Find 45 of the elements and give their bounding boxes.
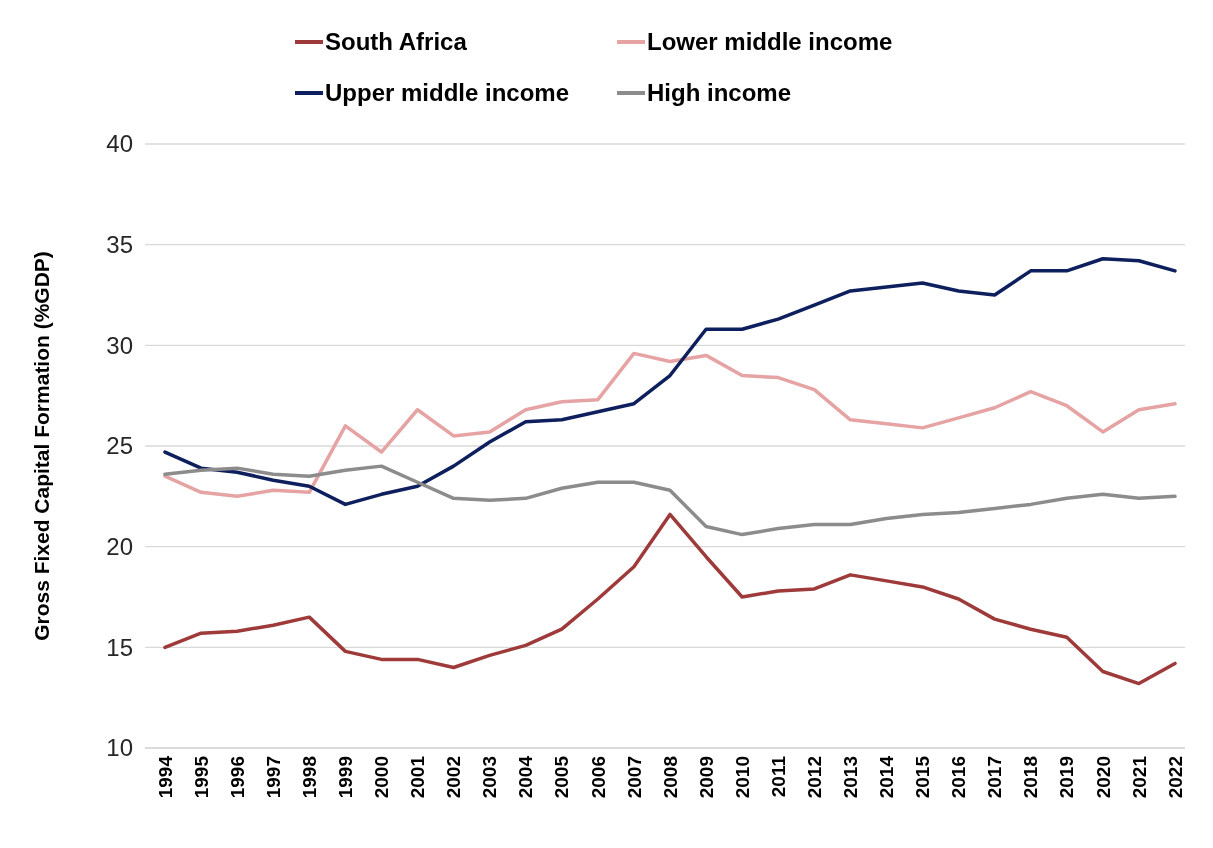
x-tick-label: 2015 [912,755,934,799]
y-tick-label: 40 [106,130,133,158]
x-tick-label: 1996 [226,756,248,799]
legend-label: Lower middle income [647,28,893,56]
x-tick-label: 2002 [443,756,465,799]
y-tick-label: 35 [106,231,133,259]
x-tick-label: 2001 [407,755,429,799]
line-series [163,351,1177,499]
x-tick-label: 2022 [1164,756,1186,799]
x-tick-label: 1998 [298,756,320,799]
x-tick-label: 2014 [876,755,898,799]
y-axis-title: Gross Fixed Capital Formation (%GDP) [30,251,54,641]
x-tick-label: 2004 [515,755,537,799]
x-tick-label: 1994 [154,755,176,799]
y-tick-label: 10 [106,734,133,762]
x-tick-label: 2008 [659,756,681,799]
y-tick-label: 30 [106,331,133,359]
x-tick-label: 2005 [551,755,573,799]
x-tick-label: 1999 [335,756,357,799]
x-tick-label: 2012 [803,756,825,799]
x-tick-label: 2019 [1056,756,1078,799]
legend-label: Upper middle income [325,79,570,107]
legend-label: High income [647,79,792,107]
x-tick-label: 2017 [984,756,1006,799]
x-tick-label: 2013 [840,756,862,799]
line-series [163,464,1177,537]
line-series [163,257,1177,507]
x-tick-label: 2021 [1128,755,1150,799]
x-tick-label: 1995 [190,755,212,799]
x-tick-label: 2003 [479,756,501,799]
x-tick-label: 2000 [371,756,393,799]
x-tick-label: 2010 [731,756,753,799]
x-tick-label: 2018 [1020,756,1042,799]
x-tick-label: 2020 [1092,756,1114,799]
y-tick-label: 20 [106,533,133,561]
y-tick-label: 15 [106,633,133,661]
y-tick-label: 25 [106,432,133,460]
legend-label: South Africa [325,28,468,56]
x-tick-label: 2016 [948,756,970,799]
x-tick-label: 2009 [695,756,717,799]
line-series [163,512,1177,686]
x-tick-label: 2006 [587,756,609,799]
x-tick-label: 2007 [623,756,645,799]
x-tick-label: 1997 [262,756,284,799]
x-tick-label: 2011 [767,755,789,798]
